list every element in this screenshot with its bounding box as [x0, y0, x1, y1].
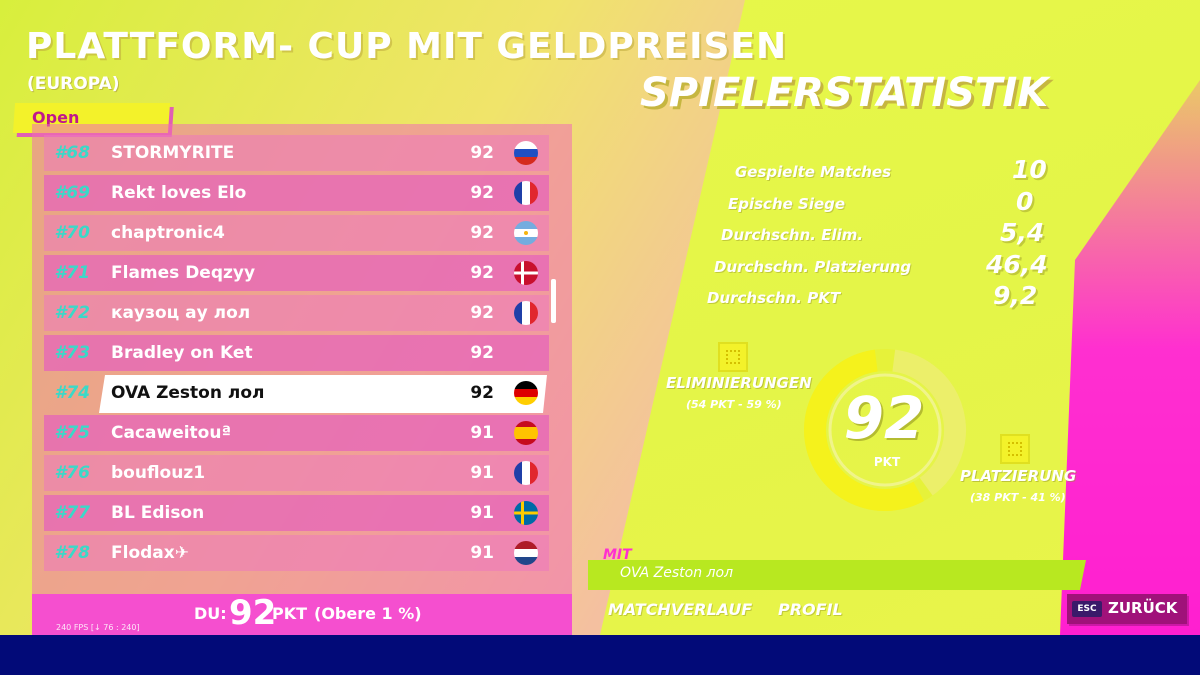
leaderboard-row[interactable]: #68 STORMYRITE 92 [44, 135, 549, 171]
argentina-flag [514, 221, 538, 245]
leaderboard-row[interactable]: #71 Flames Deqzyy 92 [44, 255, 549, 291]
my-score-percentile: (Obere 1 %) [314, 604, 422, 623]
placement-label: PLATZIERUNG [960, 467, 1077, 485]
eliminations-label: ELIMINIERUNGEN [666, 374, 812, 392]
row-player-name: OVA Zeston лол [111, 383, 265, 403]
profile-link[interactable]: PROFIL [778, 600, 843, 619]
row-rank: #69 [54, 183, 91, 203]
party-member-label: MIT [603, 547, 632, 563]
spain-flag [514, 421, 538, 445]
region-label: (EUROPA) [27, 74, 120, 94]
row-rank: #72 [54, 303, 91, 323]
my-score-unit: PKT [272, 604, 308, 623]
stat-value-matches: 10 [1012, 155, 1047, 184]
leaderboard-scrollbar[interactable] [551, 279, 556, 323]
donut-inner-ring [828, 373, 942, 487]
row-player-name: bouflouz1 [111, 463, 206, 483]
bottom-bar [0, 635, 1200, 675]
leaderboard-row[interactable]: #75 Cacaweitouª 91 [44, 415, 549, 451]
leaderboard-list: #68 STORMYRITE 92 #69 Rekt loves Elo 92 #70 cha… [44, 135, 549, 575]
my-score-bar [32, 594, 572, 635]
row-points: 92 [470, 223, 494, 243]
row-rank: #71 [54, 263, 91, 283]
row-rank: #74 [54, 383, 91, 403]
row-rank: #77 [54, 503, 91, 523]
leaderboard-row[interactable]: #74 OVA Zeston лол 92 [44, 375, 549, 411]
page-title: PLATTFORM- CUP MIT GELDPREISEN [26, 26, 788, 67]
leaderboard-row[interactable]: #76 bouflouz1 91 [44, 455, 549, 491]
my-score-value: 92 [229, 593, 277, 633]
fps-counter: 240 FPS [↓ 76 : 240] [56, 623, 140, 632]
germany-flag [514, 381, 538, 405]
row-points: 91 [470, 463, 494, 483]
sweden-flag [514, 501, 538, 525]
france-flag [514, 181, 538, 205]
esc-key-icon: ESC [1072, 601, 1102, 617]
france-flag [514, 461, 538, 485]
row-player-name: Bradley on Ket [111, 343, 253, 363]
stats-title: SPIELERSTATISTIK [640, 70, 1049, 116]
row-player-name: Flodax✈ [111, 543, 189, 563]
stat-label-matches: Gespielte Matches [735, 163, 892, 181]
selected-row-highlight [99, 375, 547, 413]
my-score-label: DU: [194, 604, 227, 623]
row-player-name: BL Edison [111, 503, 205, 523]
leaderboard-row[interactable]: #73 Bradley on Ket 92 [44, 335, 549, 371]
row-rank: #78 [54, 543, 91, 563]
leaderboard-row[interactable]: #70 chaptronic4 92 [44, 215, 549, 251]
row-points: 92 [470, 143, 494, 163]
row-player-name: каузоц ау лол [111, 303, 251, 323]
row-points: 92 [470, 343, 494, 363]
row-points: 92 [470, 383, 494, 403]
netherlands-flag [514, 541, 538, 565]
row-points: 91 [470, 503, 494, 523]
row-rank: #75 [54, 423, 91, 443]
row-player-name: Rekt loves Elo [111, 183, 247, 203]
stat-value-wins: 0 [1016, 187, 1034, 216]
stat-label-wins: Epische Siege [728, 195, 846, 213]
row-player-name: STORMYRITE [111, 143, 235, 163]
row-player-name: chaptronic4 [111, 223, 225, 243]
stat-value-avg-points: 9,2 [993, 281, 1038, 310]
stat-value-avg-placement: 46,4 [986, 250, 1048, 279]
party-member-bar[interactable] [588, 560, 1086, 590]
placement-sub: (38 PKT - 41 %) [970, 491, 1066, 504]
row-points: 92 [470, 263, 494, 283]
donut-segment-placement [892, 349, 966, 496]
leaderboard-row[interactable]: #69 Rekt loves Elo 92 [44, 175, 549, 211]
row-points: 91 [470, 423, 494, 443]
france-flag [514, 301, 538, 325]
match-history-link[interactable]: MATCHVERLAUF [608, 600, 753, 619]
donut-total-value: 92 [843, 384, 925, 452]
leaderboard-row[interactable]: #78 Flodax✈ 91 [44, 535, 549, 571]
stat-label-avg-elims: Durchschn. Elim. [721, 226, 864, 244]
row-rank: #70 [54, 223, 91, 243]
row-rank: #68 [54, 143, 91, 163]
back-button-label: ZURÜCK [1108, 599, 1178, 617]
leaderboard-row[interactable]: #72 каузоц ау лол 92 [44, 295, 549, 331]
stat-label-avg-placement: Durchschn. Platzierung [714, 258, 912, 276]
russia-flag [514, 141, 538, 165]
row-points: 92 [470, 303, 494, 323]
stat-label-avg-points: Durchschn. PKT [707, 289, 841, 307]
row-points: 92 [470, 183, 494, 203]
row-rank: #73 [54, 343, 91, 363]
stat-value-avg-elims: 5,4 [1000, 218, 1045, 247]
denmark-flag [514, 261, 538, 285]
placement-icon [1000, 434, 1030, 464]
row-points: 91 [470, 543, 494, 563]
row-player-name: Cacaweitouª [111, 423, 232, 443]
donut-total-unit: PKT [873, 455, 901, 469]
eliminations-sub: (54 PKT - 59 %) [686, 398, 782, 411]
party-member-name: OVA Zeston лол [620, 565, 734, 581]
row-rank: #76 [54, 463, 91, 483]
leaderboard-row[interactable]: #77 BL Edison 91 [44, 495, 549, 531]
donut-segment-eliminations [804, 349, 925, 511]
row-player-name: Flames Deqzyy [111, 263, 256, 283]
points-donut-chart [804, 349, 966, 511]
eliminations-icon [718, 342, 748, 372]
back-button[interactable]: ESC ZURÜCK [1067, 594, 1187, 624]
